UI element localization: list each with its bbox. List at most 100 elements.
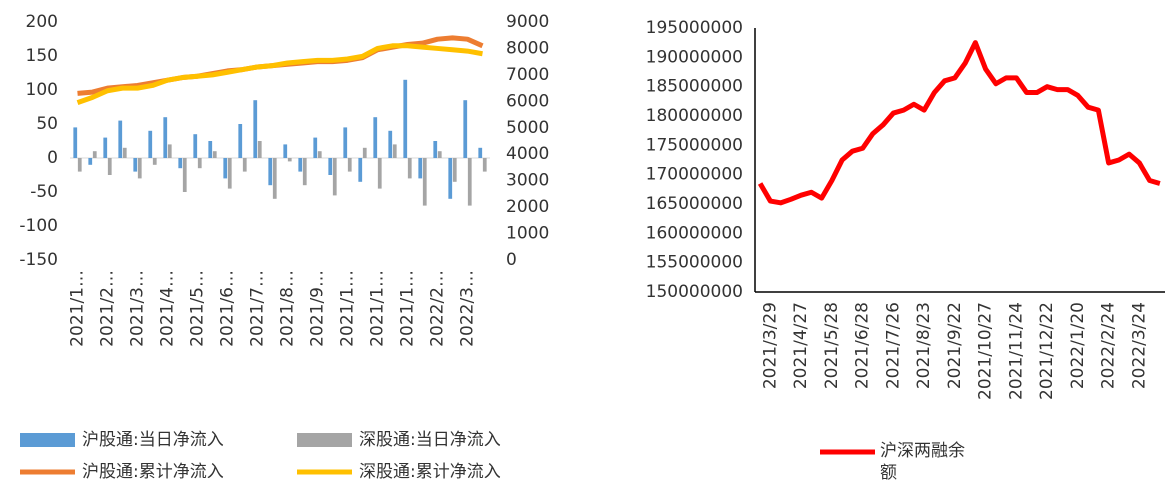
series-line (757, 40, 1161, 206)
bar (227, 158, 232, 189)
bar (103, 137, 108, 158)
bar (422, 158, 427, 206)
bar (373, 117, 378, 158)
y-tick-label: -100 (19, 216, 58, 236)
legend-label: 深股通:当日净流入 (359, 430, 501, 450)
y-tick-label: 185000000 (646, 77, 743, 97)
bar (467, 158, 472, 206)
x-tick-label: 2021/5/28 (822, 302, 842, 389)
y-tick-label: 165000000 (646, 194, 743, 214)
x-tick-label: 2021/5… (188, 270, 208, 347)
bar (362, 147, 367, 158)
x-tick-label: 2021/6/28 (853, 302, 873, 389)
bar (418, 158, 423, 179)
y2-tick-label: 8000 (506, 38, 549, 58)
series-line (76, 43, 483, 106)
y2-tick-label: 5000 (506, 118, 549, 138)
y-tick-label: 150 (26, 46, 58, 66)
legend-swatch (20, 433, 75, 447)
y-tick-label: 50 (36, 114, 58, 134)
x-tick-label: 2021/7… (248, 270, 268, 347)
x-tick-label: 2021/3/29 (760, 302, 780, 389)
x-tick-label: 2021/4… (158, 270, 178, 347)
y2-tick-label: 0 (506, 250, 517, 270)
legend-swatch (297, 433, 352, 447)
x-tick-label: 2022/3/24 (1129, 302, 1149, 389)
y-tick-label: 170000000 (646, 165, 743, 185)
x-tick-label: 2021/8/23 (914, 302, 934, 389)
bar (73, 127, 78, 158)
bar (437, 151, 442, 158)
bar (302, 158, 307, 186)
bar (407, 158, 412, 179)
x-tick-label: 2021/1… (368, 270, 388, 347)
y2-tick-label: 4000 (506, 144, 549, 164)
x-tick-label: 2021/9… (308, 270, 328, 347)
x-tick-label: 2021/3… (128, 270, 148, 347)
bar (403, 79, 408, 158)
y-tick-label: 160000000 (646, 223, 743, 243)
bar (463, 100, 468, 158)
bar (478, 147, 483, 158)
x-tick-label: 2021/1… (398, 270, 418, 347)
x-tick-label: 2021/4/27 (791, 302, 811, 389)
bar (317, 151, 322, 158)
bar (167, 144, 172, 158)
bar (152, 158, 157, 165)
y-tick-label: -150 (19, 250, 58, 270)
y2-tick-label: 6000 (506, 91, 549, 111)
bar (313, 137, 318, 158)
y-tick-label: 150000000 (646, 282, 743, 302)
bar (452, 158, 457, 182)
bar (223, 158, 228, 179)
bar (107, 158, 112, 175)
bar (193, 134, 198, 158)
bar (433, 141, 438, 158)
bar (343, 127, 348, 158)
bar (148, 130, 153, 158)
x-tick-label: 2022/2… (428, 270, 448, 347)
bar (77, 158, 82, 172)
bar (272, 158, 277, 199)
y2-tick-label: 7000 (506, 65, 549, 85)
y2-tick-label: 1000 (506, 224, 549, 244)
bar (163, 117, 168, 158)
y-tick-label: -50 (30, 182, 58, 202)
y-tick-label: 175000000 (646, 135, 743, 155)
y-tick-label: 0 (47, 148, 58, 168)
x-tick-label: 2021/2… (98, 270, 118, 347)
y2-tick-label: 3000 (506, 171, 549, 191)
bar (197, 158, 202, 169)
y-tick-label: 180000000 (646, 106, 743, 126)
x-tick-label: 2021/8… (278, 270, 298, 347)
y-tick-label: 190000000 (646, 47, 743, 67)
y-tick-label: 100 (26, 80, 58, 100)
bar (208, 141, 213, 158)
bar (347, 158, 352, 172)
x-tick-label: 2021/10/27 (976, 302, 996, 400)
legend-label: 沪股通:累计净流入 (82, 462, 224, 482)
y2-tick-label: 2000 (506, 197, 549, 217)
bar (328, 158, 333, 175)
bar (482, 158, 487, 172)
y-tick-label: 155000000 (646, 253, 743, 273)
bar (212, 151, 217, 158)
y-tick-label: 200 (26, 12, 58, 32)
bar (242, 158, 247, 172)
bar (283, 144, 288, 158)
y2-tick-label: 9000 (506, 12, 549, 32)
bar (92, 151, 97, 158)
bar (122, 147, 127, 158)
bar (268, 158, 273, 186)
bar (388, 130, 393, 158)
bar (448, 158, 453, 199)
bar (358, 158, 363, 182)
x-tick-label: 2021/9/22 (945, 302, 965, 389)
bar (392, 144, 397, 158)
x-tick-label: 2022/3… (458, 270, 478, 347)
bar (298, 158, 303, 172)
x-tick-label: 2021/1… (338, 270, 358, 347)
x-tick-label: 2021/11/24 (1006, 302, 1026, 400)
